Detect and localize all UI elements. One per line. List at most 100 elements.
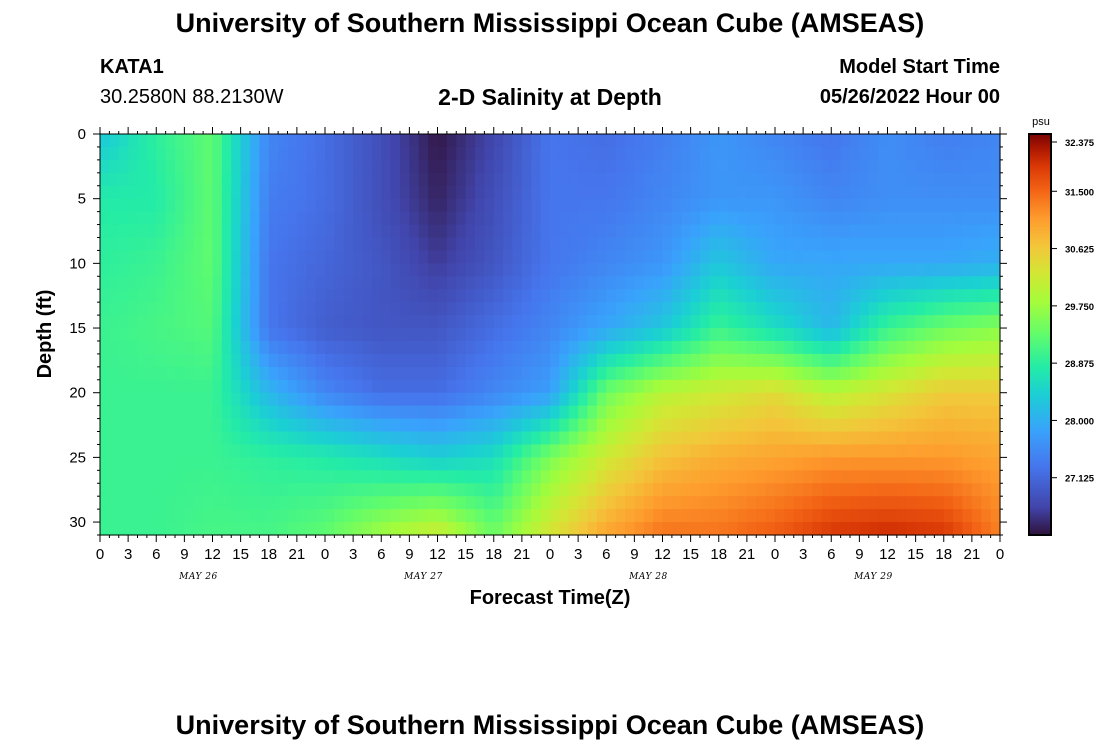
heatmap-cell (268, 483, 279, 497)
heatmap-cell (475, 483, 485, 497)
heatmap-cell (221, 366, 232, 381)
heatmap-cell (259, 185, 270, 200)
heatmap-cell (653, 405, 664, 420)
heatmap-cell (343, 379, 354, 394)
heatmap-cell (259, 302, 270, 316)
heatmap-cell (925, 315, 935, 329)
heatmap-cell (962, 276, 973, 290)
heatmap-cell (446, 418, 457, 433)
heatmap-cell (568, 185, 579, 200)
heatmap-cell (868, 522, 879, 536)
heatmap-cell (934, 483, 945, 497)
heatmap-cell (456, 134, 467, 148)
heatmap-cell (775, 224, 785, 239)
x-tick-label: 12 (204, 546, 221, 563)
heatmap-cell (315, 405, 326, 420)
heatmap-cell (746, 185, 757, 200)
heatmap-cell (128, 483, 139, 497)
x-tick-label: 6 (152, 546, 160, 563)
heatmap-cell (231, 457, 242, 471)
heatmap-cell (896, 418, 907, 433)
heatmap-cell (878, 431, 889, 446)
heatmap-cell (409, 315, 420, 329)
heatmap-cell (803, 431, 814, 446)
heatmap-cell (840, 146, 851, 161)
heatmap-cell (137, 211, 148, 226)
heatmap-cell (990, 224, 1001, 239)
heatmap-cell (278, 328, 289, 342)
heatmap-cell (587, 522, 598, 536)
heatmap-cell (587, 146, 598, 161)
heatmap-cell (118, 444, 129, 458)
heatmap-cell (212, 146, 223, 161)
heatmap-cell (896, 405, 907, 420)
heatmap-cell (409, 172, 420, 187)
heatmap-cell (981, 496, 992, 510)
heatmap-cell (765, 340, 776, 355)
heatmap-cell (353, 302, 364, 316)
heatmap-cell (381, 418, 392, 433)
heatmap-cell (428, 250, 439, 264)
heatmap-cell (493, 237, 504, 252)
heatmap-cell (203, 379, 214, 394)
heatmap-cell (906, 457, 917, 471)
heatmap-cell (100, 211, 110, 226)
heatmap-cell (287, 509, 298, 523)
heatmap-cell (793, 185, 804, 200)
heatmap-cell (109, 185, 120, 200)
heatmap-cell (109, 263, 120, 277)
heatmap-cell (934, 263, 945, 277)
heatmap-cell (737, 250, 748, 264)
heatmap-cell (146, 483, 157, 497)
x-tick-label: 12 (654, 546, 671, 563)
heatmap-cell (953, 483, 964, 497)
heatmap-cell (690, 353, 701, 368)
heatmap-cell (268, 134, 279, 148)
heatmap-cell (990, 392, 1001, 407)
heatmap-cell (231, 172, 242, 187)
heatmap-cell (175, 198, 185, 213)
heatmap-cell (418, 483, 429, 497)
heatmap-cell (203, 496, 214, 510)
heatmap-cell (653, 509, 664, 523)
heatmap-cell (221, 509, 232, 523)
heatmap-cell (484, 159, 495, 174)
heatmap-cell (915, 366, 926, 381)
heatmap-cell (240, 522, 251, 536)
heatmap-cell (765, 522, 776, 536)
heatmap-cell (296, 457, 307, 471)
heatmap-cell (484, 198, 495, 213)
heatmap-cell (428, 431, 439, 446)
heatmap-cell (990, 198, 1001, 213)
heatmap-cell (353, 379, 364, 394)
heatmap-cell (400, 509, 410, 523)
heatmap-cell (428, 340, 439, 355)
heatmap-cell (521, 185, 532, 200)
heatmap-cell (831, 250, 842, 264)
heatmap-cell (718, 405, 729, 420)
heatmap-cell (812, 172, 823, 187)
heatmap-cell (953, 237, 964, 252)
heatmap-cell (137, 159, 148, 174)
heatmap-cell (428, 224, 439, 239)
heatmap-cell (700, 353, 710, 368)
heatmap-cell (578, 289, 589, 303)
heatmap-cell (962, 198, 973, 213)
heatmap-cell (315, 328, 326, 342)
heatmap-cell (325, 522, 335, 536)
heatmap-cell (203, 340, 214, 355)
heatmap-cell (981, 431, 992, 446)
heatmap-cell (512, 418, 523, 433)
heatmap-cell (878, 483, 889, 497)
heatmap-cell (878, 237, 889, 252)
heatmap-cell (156, 340, 167, 355)
heatmap-cell (493, 276, 504, 290)
heatmap-cell (812, 146, 823, 161)
heatmap-cell (221, 379, 232, 394)
heatmap-cell (184, 379, 195, 394)
heatmap-cell (906, 366, 917, 381)
heatmap-cell (859, 198, 870, 213)
heatmap-cell (343, 134, 354, 148)
heatmap-cell (268, 146, 279, 161)
heatmap-cell (521, 379, 532, 394)
